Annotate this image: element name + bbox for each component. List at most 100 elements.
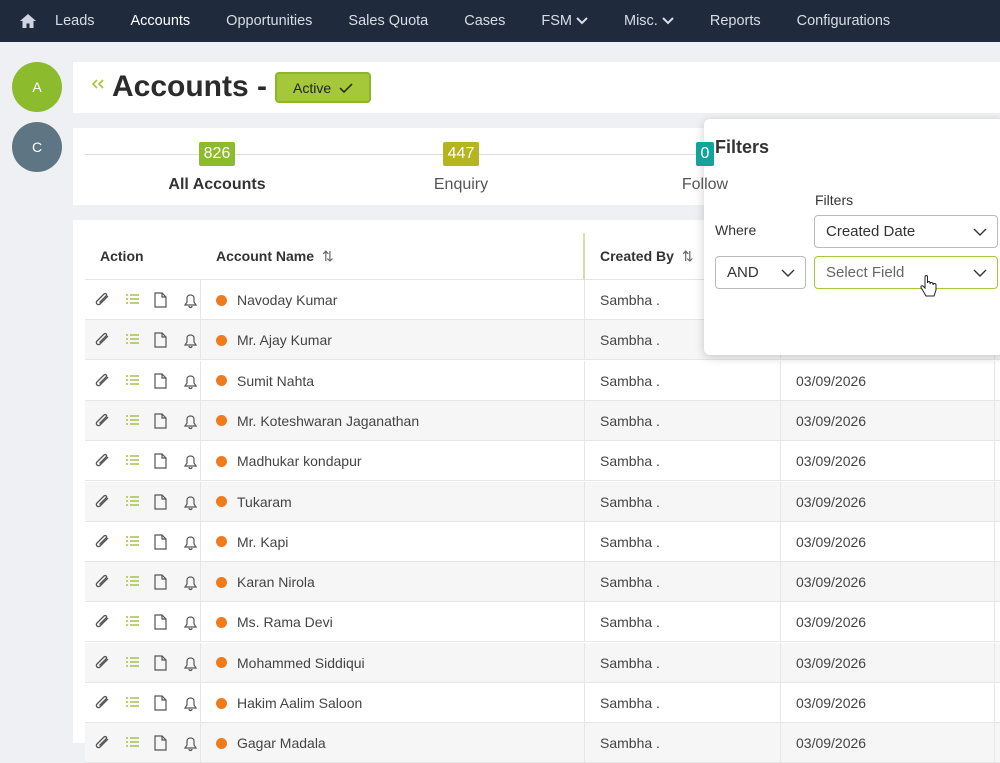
status-dot xyxy=(216,294,227,306)
header-label: Created By xyxy=(600,248,674,264)
table-row: Mr. Kapi Sambha . 03/09/2026 xyxy=(85,521,1000,562)
created-date: 03/09/2026 xyxy=(796,372,867,389)
action-cell xyxy=(85,441,201,482)
created-by-cell: Sambha . xyxy=(585,400,781,441)
action-icons xyxy=(95,614,198,631)
action-cell xyxy=(85,602,201,643)
created-by-cell: Sambha . xyxy=(585,360,781,401)
table-row: Ms. Rama Devi Sambha . 03/09/2026 xyxy=(85,602,1000,643)
date-cell: 03/09/2026 xyxy=(781,400,995,441)
created-date: 03/09/2026 xyxy=(796,493,867,510)
avatar[interactable]: C xyxy=(12,122,62,172)
tab[interactable]: 826 All Accounts xyxy=(117,142,317,194)
status-dot xyxy=(216,737,227,749)
account-name: Karan Nirola xyxy=(237,574,315,591)
status-dot xyxy=(216,334,227,346)
header-label: Account Name xyxy=(216,248,315,264)
action-icons xyxy=(95,413,198,429)
status-dot xyxy=(216,536,227,548)
created-by-cell: Sambha . xyxy=(585,521,781,562)
second-field-select[interactable]: Select Field xyxy=(814,256,998,289)
status-dot xyxy=(216,455,227,467)
name-cell[interactable]: Mr. Ajay Kumar xyxy=(201,320,585,361)
created-date: 03/09/2026 xyxy=(796,654,867,671)
tab-label: Follow xyxy=(681,176,729,193)
field-value: Created Date xyxy=(826,223,916,240)
action-icons xyxy=(95,695,198,712)
date-cell: 03/09/2026 xyxy=(781,562,995,603)
tab-label: Enquiry xyxy=(433,176,489,193)
page-title: Accounts - xyxy=(112,70,268,103)
nav-item[interactable]: Reports xyxy=(710,13,761,29)
status-label: Active xyxy=(293,79,332,96)
date-cell: 03/09/2026 xyxy=(781,642,995,683)
table-row: Madhukar kondapur Sambha . 03/09/2026 xyxy=(85,441,1000,482)
created-date: 03/09/2026 xyxy=(796,453,867,470)
field-select[interactable]: Created Date xyxy=(814,215,998,248)
home-button[interactable] xyxy=(0,13,55,29)
nav-item[interactable]: Leads xyxy=(55,13,95,29)
avatar[interactable]: A xyxy=(12,62,62,112)
name-cell[interactable]: Hakim Aalim Saloon xyxy=(201,683,585,723)
name-cell[interactable]: Gagar Madala xyxy=(201,723,585,763)
account-name: Ms. Rama Devi xyxy=(237,614,333,631)
nav-label: Leads xyxy=(55,13,95,29)
nav-item[interactable]: Misc. xyxy=(624,13,674,29)
action-cell xyxy=(85,521,201,562)
action-icons xyxy=(95,534,198,550)
tabs-divider xyxy=(85,154,705,155)
name-cell[interactable]: Sumit Nahta xyxy=(201,360,585,401)
created-by-cell: Sambha . xyxy=(585,683,781,723)
action-cell xyxy=(85,280,201,320)
nav-item[interactable]: Accounts xyxy=(131,13,191,29)
created-by: Sambha . xyxy=(600,332,660,349)
status-dot xyxy=(216,496,227,507)
status-button[interactable]: Active xyxy=(275,72,372,103)
table-row: Mr. Koteshwaran Jaganathan Sambha . 03/09/… xyxy=(85,400,1000,441)
account-name: Madhukar kondapur xyxy=(237,453,362,470)
created-by-cell: Sambha . xyxy=(585,723,781,763)
created-date: 03/09/2026 xyxy=(796,412,867,429)
action-cell xyxy=(85,683,201,723)
nav-label: Configurations xyxy=(796,13,891,29)
name-cell[interactable]: Madhukar kondapur xyxy=(201,441,585,482)
nav-label: Sales Quota xyxy=(348,13,429,29)
name-cell[interactable]: Tukaram xyxy=(201,481,585,522)
tab[interactable]: 0 Follow xyxy=(605,142,805,194)
nav-item[interactable]: Cases xyxy=(464,13,505,29)
name-cell[interactable]: Navoday Kumar xyxy=(201,280,585,320)
created-by: Sambha . xyxy=(600,614,660,631)
operator-select[interactable]: AND xyxy=(715,256,806,289)
name-cell[interactable]: Mr. Koteshwaran Jaganathan xyxy=(201,400,585,441)
nav-item[interactable]: Opportunities xyxy=(226,13,312,29)
date-cell: 03/09/2026 xyxy=(781,360,995,401)
table-header[interactable]: Account Name ⇅ xyxy=(201,233,585,280)
table-row: Karan Nirola Sambha . 03/09/2026 xyxy=(85,562,1000,603)
nav-item[interactable]: Sales Quota xyxy=(348,13,428,29)
nav-label: Accounts xyxy=(130,13,191,29)
name-cell[interactable]: Mr. Kapi xyxy=(201,521,585,562)
action-icons xyxy=(95,574,198,591)
created-by-cell: Sambha . xyxy=(585,642,781,683)
name-cell[interactable]: Ms. Rama Devi xyxy=(201,602,585,643)
account-name: Mr. Koteshwaran Jaganathan xyxy=(237,412,420,429)
back-icon[interactable] xyxy=(91,78,105,90)
status-dot xyxy=(216,616,227,628)
nav-item[interactable]: FSM xyxy=(541,13,588,29)
action-icons xyxy=(95,292,198,309)
nav-caret xyxy=(576,17,588,25)
created-date: 03/09/2026 xyxy=(796,695,867,711)
created-by: Sambha . xyxy=(600,292,660,308)
tab-count: 826 xyxy=(198,142,236,166)
table-row: Hakim Aalim Saloon Sambha . 03/09/2026 xyxy=(85,683,1000,723)
account-name: Mr. Ajay Kumar xyxy=(237,332,332,349)
action-cell xyxy=(85,642,201,683)
created-date: 03/09/2026 xyxy=(796,614,867,631)
name-cell[interactable]: Karan Nirola xyxy=(201,562,585,603)
second-field-value: Select Field xyxy=(826,264,905,281)
tab[interactable]: 447 Enquiry xyxy=(361,142,561,194)
name-cell[interactable]: Mohammed Siddiqui xyxy=(201,642,585,683)
created-by-cell: Sambha . xyxy=(585,481,781,522)
nav-item[interactable]: Configurations xyxy=(797,13,891,29)
action-icons xyxy=(95,453,198,470)
